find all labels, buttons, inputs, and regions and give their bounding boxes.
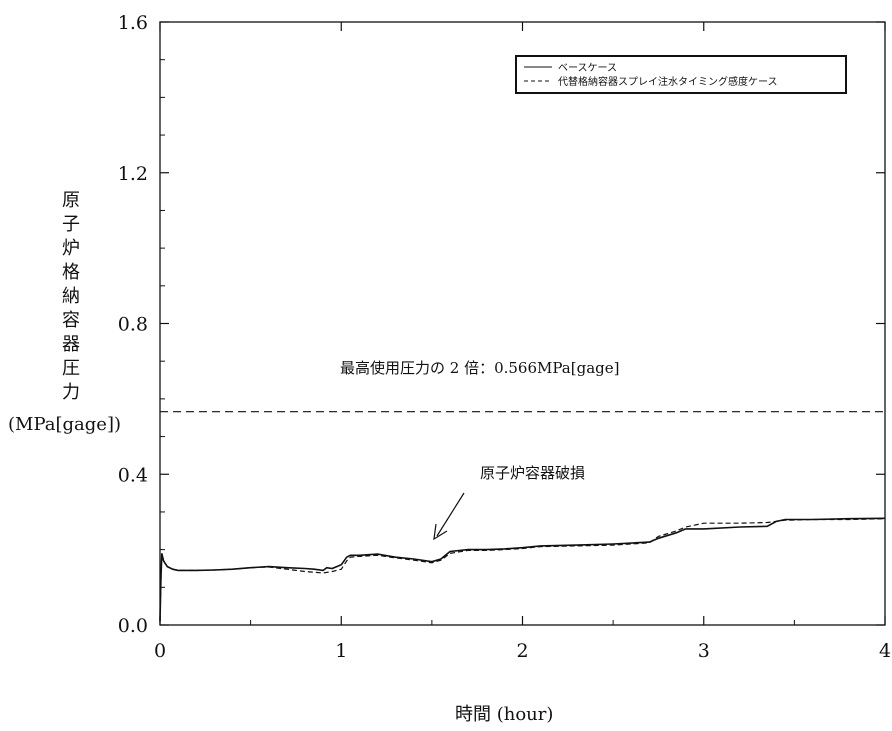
y-axis-title-char: 原 xyxy=(62,190,80,211)
x-axis-title: 時間 (hour) xyxy=(455,704,553,725)
annotation-arrow xyxy=(436,492,465,537)
plot-frame xyxy=(159,21,886,626)
x-tick-label: 3 xyxy=(698,640,710,662)
x-tick-label: 1 xyxy=(335,640,347,662)
y-axis-title-char: 納 xyxy=(62,286,80,307)
legend: ベースケース 代替格納容器スプレイ注水タイミング感度ケース xyxy=(515,55,847,94)
annotation-label: 原子炉容器破損 xyxy=(480,464,585,482)
series-line-sensitivity xyxy=(159,518,886,622)
legend-label-base: ベースケース xyxy=(558,62,617,74)
series-group xyxy=(159,517,886,622)
y-axis-title-char: 圧 xyxy=(62,358,80,379)
y-tick-label: 1.6 xyxy=(118,12,148,34)
y-axis-title-char: 格 xyxy=(62,262,80,283)
tick-label-group: 0.0 0.4 0.8 1.2 1.6 0 1 2 3 4 xyxy=(118,12,891,662)
y-axis-title-char: 器 xyxy=(62,334,80,355)
y-axis-unit: (MPa[gage]) xyxy=(8,414,121,435)
legend-label-sensitivity: 代替格納容器スプレイ注水タイミング感度ケース xyxy=(558,75,778,88)
y-axis-title-char: 力 xyxy=(62,382,80,403)
legend-box xyxy=(515,55,847,94)
tick-group xyxy=(159,21,886,626)
x-tick-label: 2 xyxy=(516,640,528,662)
series-line-base xyxy=(159,517,886,622)
annotation-arrowhead xyxy=(433,523,448,541)
y-tick-label: 0.0 xyxy=(118,615,148,637)
y-tick-label: 0.4 xyxy=(118,464,148,486)
x-tick-label: 4 xyxy=(879,640,891,662)
y-axis-title-char: 炉 xyxy=(62,238,80,259)
y-tick-label: 1.2 xyxy=(118,163,148,185)
y-axis-title-char: 子 xyxy=(62,214,80,235)
reference-line-label: 最高使用圧力の 2 倍：0.566MPa[gage] xyxy=(340,359,619,377)
y-axis-title-char: 容 xyxy=(62,310,80,331)
y-tick-label: 0.8 xyxy=(118,314,148,336)
x-tick-label: 0 xyxy=(154,640,166,662)
